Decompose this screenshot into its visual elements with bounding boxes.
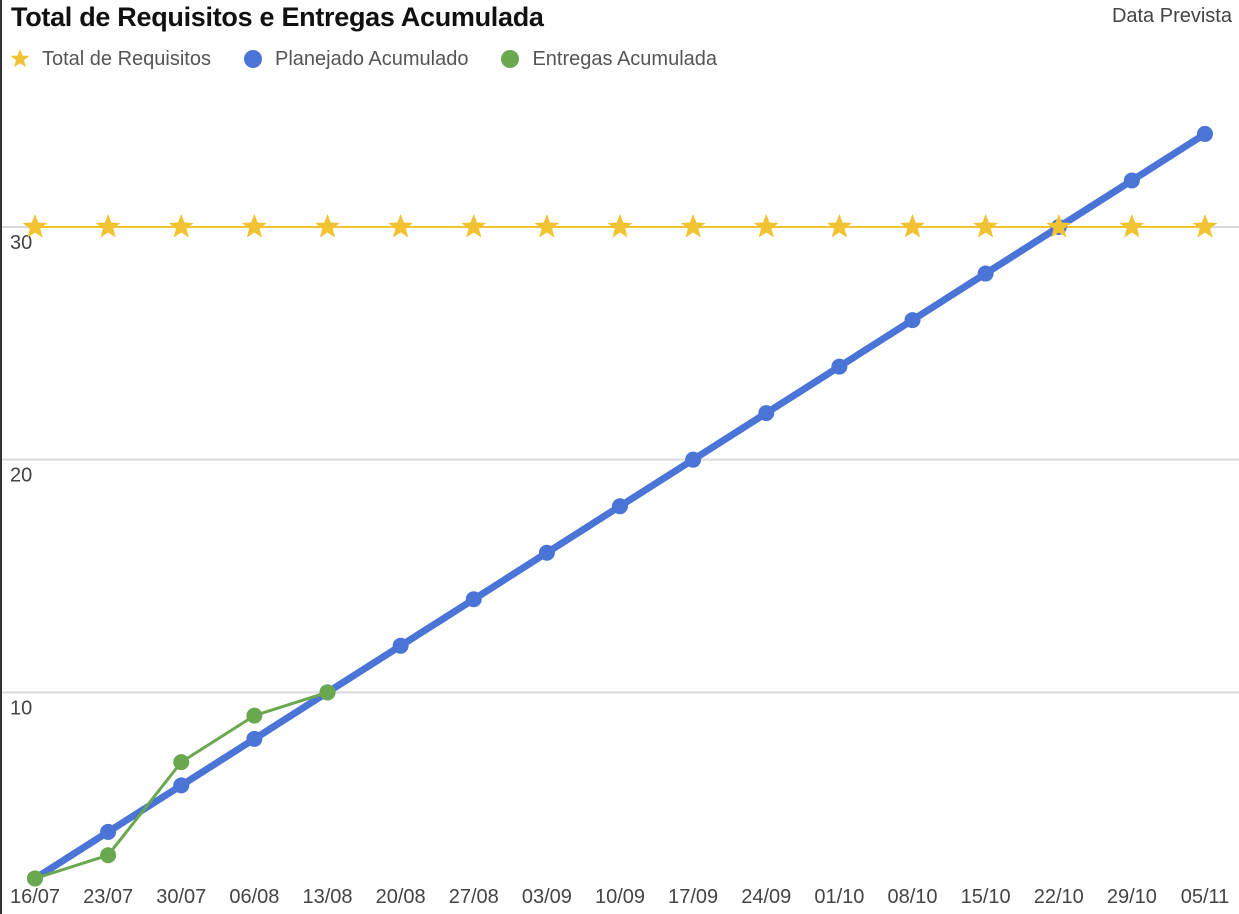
y-tick-label: 20 bbox=[10, 465, 32, 487]
x-tick-label: 20/08 bbox=[376, 886, 426, 908]
data-point-entregas-acumulada bbox=[319, 684, 336, 701]
chart-title: Total de Requisitos e Entregas Acumulada bbox=[11, 2, 544, 32]
data-point-total-requisitos bbox=[680, 214, 706, 238]
x-tick-label: 01/10 bbox=[814, 886, 864, 908]
data-point-total-requisitos bbox=[1192, 214, 1218, 238]
data-point-total-requisitos bbox=[607, 214, 633, 238]
star-icon bbox=[10, 49, 30, 69]
data-point-total-requisitos bbox=[315, 214, 340, 238]
chart-legend: Total de Requisitos Planejado Acumulado … bbox=[10, 44, 749, 74]
x-tick-label: 23/07 bbox=[83, 886, 133, 908]
x-tick-label: 08/10 bbox=[887, 886, 937, 908]
x-tick-label: 06/08 bbox=[229, 886, 279, 908]
legend-label: Planejado Acumulado bbox=[274, 47, 469, 70]
data-point-planejado-acumulado bbox=[538, 544, 555, 561]
data-point-total-requisitos bbox=[827, 214, 852, 238]
data-point-total-requisitos bbox=[900, 214, 925, 238]
data-point-planejado-acumulado bbox=[173, 777, 190, 794]
data-point-entregas-acumulada bbox=[100, 847, 117, 864]
data-point-planejado-acumulado bbox=[612, 498, 628, 515]
y-tick-label: 10 bbox=[10, 697, 32, 719]
data-point-entregas-acumulada bbox=[27, 870, 43, 887]
data-point-planejado-acumulado bbox=[465, 591, 482, 608]
data-point-total-requisitos bbox=[534, 214, 560, 238]
data-point-planejado-acumulado bbox=[685, 451, 702, 468]
x-tick-label: 22/10 bbox=[1034, 886, 1084, 908]
data-point-entregas-acumulada bbox=[173, 754, 190, 771]
legend-label: Entregas Acumulada bbox=[532, 47, 718, 70]
legend-item-planejado-acumulado[interactable]: Planejado Acumulado bbox=[243, 48, 468, 71]
data-point-total-requisitos bbox=[1046, 214, 1072, 238]
data-point-planejado-acumulado bbox=[392, 637, 409, 654]
chart-subtitle: Data Prevista bbox=[1111, 5, 1232, 27]
data-point-planejado-acumulado bbox=[1123, 172, 1140, 189]
x-tick-label: 17/09 bbox=[668, 886, 718, 908]
data-point-total-requisitos bbox=[973, 214, 998, 238]
y-tick-label: 30 bbox=[10, 232, 32, 254]
data-point-planejado-acumulado bbox=[977, 265, 994, 282]
x-tick-label: 24/09 bbox=[741, 886, 791, 908]
circle-icon bbox=[500, 49, 520, 69]
data-point-total-requisitos bbox=[388, 214, 413, 238]
legend-item-entregas-acumulada[interactable]: Entregas Acumulada bbox=[500, 48, 717, 71]
data-point-total-requisitos bbox=[461, 214, 487, 238]
data-point-entregas-acumulada bbox=[246, 707, 263, 724]
data-point-total-requisitos bbox=[22, 214, 48, 238]
legend-item-total-requisitos[interactable]: Total de Requisitos bbox=[10, 48, 211, 71]
data-point-planejado-acumulado bbox=[904, 312, 921, 329]
x-tick-label: 15/10 bbox=[961, 886, 1011, 908]
x-tick-label: 27/08 bbox=[449, 886, 499, 908]
data-point-total-requisitos bbox=[1119, 214, 1145, 238]
data-point-total-requisitos bbox=[95, 214, 121, 238]
x-tick-label: 05/11 bbox=[1181, 886, 1230, 908]
x-tick-label: 16/07 bbox=[10, 886, 60, 908]
circle-icon bbox=[243, 49, 263, 69]
data-point-planejado-acumulado bbox=[1197, 125, 1213, 142]
x-tick-label: 03/09 bbox=[522, 886, 572, 908]
x-tick-label: 10/09 bbox=[595, 886, 645, 908]
data-point-planejado-acumulado bbox=[246, 730, 263, 747]
data-point-planejado-acumulado bbox=[831, 358, 848, 375]
x-tick-label: 13/08 bbox=[302, 886, 352, 908]
legend-label: Total de Requisitos bbox=[42, 47, 211, 70]
data-point-total-requisitos bbox=[753, 214, 779, 238]
data-point-planejado-acumulado bbox=[100, 823, 117, 840]
data-point-total-requisitos bbox=[168, 214, 194, 238]
data-point-total-requisitos bbox=[242, 214, 267, 238]
x-tick-label: 29/10 bbox=[1107, 886, 1157, 908]
x-tick-label: 30/07 bbox=[156, 886, 206, 908]
data-point-planejado-acumulado bbox=[758, 405, 775, 422]
